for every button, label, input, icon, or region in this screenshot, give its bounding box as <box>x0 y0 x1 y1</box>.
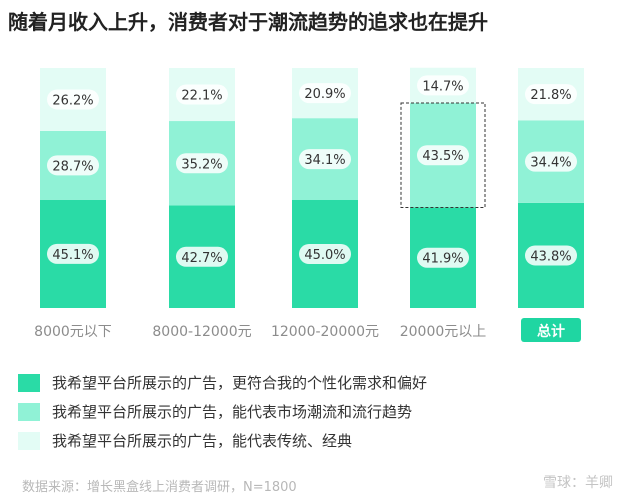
legend: 我希望平台所展示的广告，更符合我的个性化需求和偏好 我希望平台所展示的广告，能代… <box>18 368 427 455</box>
legend-label-trend: 我希望平台所展示的广告，能代表市场潮流和流行趋势 <box>52 403 413 421</box>
category-label-2: 8000-12000元 <box>152 324 251 340</box>
value-label-classic-5: 21.8% <box>530 88 571 103</box>
value-label-bg-personalized-4 <box>417 247 469 268</box>
legend-item-trend: 我希望平台所展示的广告，能代表市场潮流和流行趋势 <box>18 397 427 426</box>
category-label-4: 20000元以上 <box>400 324 487 340</box>
value-label-trend-1: 28.7% <box>52 159 93 174</box>
value-label-trend-4: 43.5% <box>422 149 463 164</box>
value-label-personalized-4: 41.9% <box>422 252 463 267</box>
legend-label-personalized: 我希望平台所展示的广告，更符合我的个性化需求和偏好 <box>52 374 428 392</box>
legend-label-classic: 我希望平台所展示的广告，能代表传统、经典 <box>52 432 353 450</box>
value-label-bg-classic-4 <box>417 75 469 96</box>
category-label-1: 8000元以下 <box>34 324 112 340</box>
category-label-5: 总计 <box>537 323 565 340</box>
value-label-classic-1: 26.2% <box>52 93 93 108</box>
data-source-note: 数据来源：增长黑盒线上消费者调研，N=1800 <box>22 480 297 495</box>
legend-swatch-trend <box>18 402 40 421</box>
legend-swatch-classic <box>18 431 40 450</box>
legend-item-classic: 我希望平台所展示的广告，能代表传统、经典 <box>18 426 427 455</box>
value-label-bg-classic-5 <box>525 84 577 105</box>
watermark-text: 雪球：羊卿 <box>543 475 613 491</box>
value-label-trend-3: 34.1% <box>304 153 345 168</box>
value-label-bg-personalized-5 <box>525 245 577 266</box>
value-label-classic-2: 22.1% <box>181 89 222 104</box>
value-label-bg-personalized-3 <box>299 244 351 264</box>
legend-swatch-personalized <box>18 373 40 392</box>
value-label-bg-trend-4 <box>417 145 469 166</box>
value-label-personalized-5: 43.8% <box>530 249 571 264</box>
chart-title: 随着月收入上升，消费者对于潮流趋势的追求也在提升 <box>8 10 488 34</box>
value-label-classic-3: 20.9% <box>304 87 345 102</box>
value-label-trend-5: 34.4% <box>530 156 571 171</box>
value-label-bg-trend-2 <box>176 153 228 174</box>
value-label-bg-trend-3 <box>299 149 351 170</box>
value-label-bg-classic-1 <box>47 89 99 110</box>
value-label-personalized-1: 45.1% <box>52 248 93 263</box>
category-label-3: 12000-20000元 <box>271 324 379 340</box>
value-label-bg-classic-3 <box>299 83 351 104</box>
stacked-bar-chart: 45.1% 28.7% 26.2% 8000元以下 42.7% 35.2% 22.1% 800… <box>34 67 584 342</box>
legend-item-personalized: 我希望平台所展示的广告，更符合我的个性化需求和偏好 <box>18 368 427 397</box>
value-label-classic-4: 14.7% <box>422 79 463 94</box>
value-label-bg-classic-2 <box>176 84 228 105</box>
category-badge-total <box>521 318 581 342</box>
value-label-bg-trend-5 <box>525 151 577 172</box>
value-label-bg-personalized-1 <box>47 243 99 264</box>
highlight-dashed-box <box>400 102 486 208</box>
value-label-bg-personalized-2 <box>176 246 228 267</box>
value-label-personalized-3: 45.0% <box>304 248 345 263</box>
value-label-trend-2: 35.2% <box>181 157 222 172</box>
value-label-personalized-2: 42.7% <box>181 251 222 266</box>
value-label-bg-trend-1 <box>47 155 99 176</box>
